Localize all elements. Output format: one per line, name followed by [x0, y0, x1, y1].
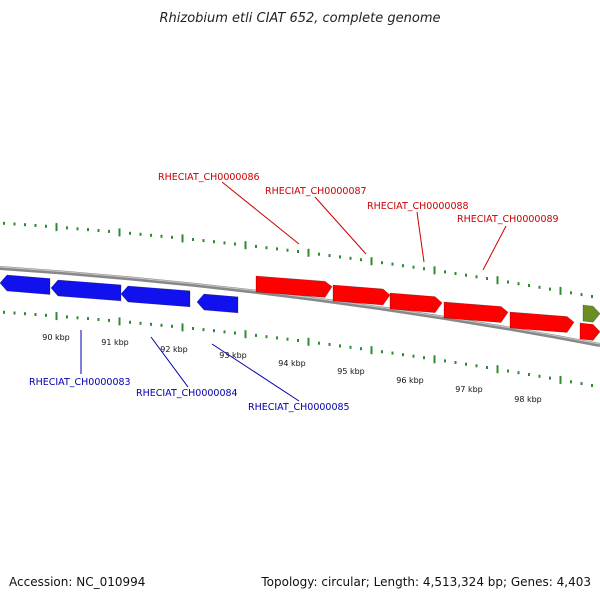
gene-arrow: [509, 311, 575, 333]
ruler-label: 93 kbp: [219, 351, 247, 360]
gene-label: RHECIAT_CH0000083: [29, 377, 131, 388]
backbone-highlight: [0, 266, 600, 345]
ruler-label: 98 kbp: [514, 395, 542, 404]
gene-arrow: [332, 284, 391, 306]
ruler-label: 92 kbp: [160, 345, 188, 354]
ruler-label: 91 kbp: [101, 338, 129, 347]
gene-label-leader: [211, 343, 300, 402]
ruler-label: 90 kbp: [42, 333, 70, 342]
gene-label: RHECIAT_CH0000085: [248, 402, 350, 413]
inner-tick-track: [3, 310, 593, 387]
gene-label-leader: [221, 181, 300, 245]
reverse-gene-labels: RHECIAT_CH0000083 RHECIAT_CH0000084 RHEC…: [29, 330, 350, 413]
ruler-label: 96 kbp: [396, 376, 424, 385]
gene-arrow: [579, 322, 600, 341]
gene-arrow: [50, 279, 122, 302]
gene-label: RHECIAT_CH0000086: [158, 172, 260, 183]
ruler-label: 97 kbp: [455, 385, 483, 394]
gene-label-leader: [482, 225, 507, 271]
backbone-line: [0, 266, 600, 347]
gene-arrow: [582, 304, 600, 323]
ruler-label: 94 kbp: [278, 359, 306, 368]
gene-track: [0, 274, 600, 341]
gene-arrow: [196, 293, 239, 314]
gene-arrow: [0, 274, 51, 295]
accession-text: Accession: NC_010994: [9, 575, 145, 589]
gene-label-leader: [416, 211, 425, 263]
forward-gene-labels: RHECIAT_CH0000086 RHECIAT_CH0000087 RHEC…: [158, 172, 559, 271]
gene-arrow: [255, 275, 333, 298]
ruler-labels: 90 kbp 91 kbp 92 kbp 93 kbp 94 kbp 95 kb…: [42, 333, 542, 404]
gene-label: RHECIAT_CH0000089: [457, 214, 559, 225]
backbone: [0, 266, 600, 347]
genome-summary-text: Topology: circular; Length: 4,513,324 bp…: [260, 575, 591, 589]
gene-label-leader: [314, 196, 367, 255]
outer-tick-track: [3, 221, 593, 298]
gene-arrow: [120, 285, 191, 308]
gene-arrow: [389, 292, 443, 313]
gene-label-leader: [150, 336, 189, 388]
gene-label: RHECIAT_CH0000088: [367, 201, 469, 212]
gene-label: RHECIAT_CH0000087: [265, 186, 367, 197]
gene-arrow: [443, 301, 509, 323]
map-title: Rhizobium etli CIAT 652, complete genome: [160, 11, 441, 26]
gene-label: RHECIAT_CH0000084: [136, 388, 238, 399]
ruler-label: 95 kbp: [337, 367, 365, 376]
